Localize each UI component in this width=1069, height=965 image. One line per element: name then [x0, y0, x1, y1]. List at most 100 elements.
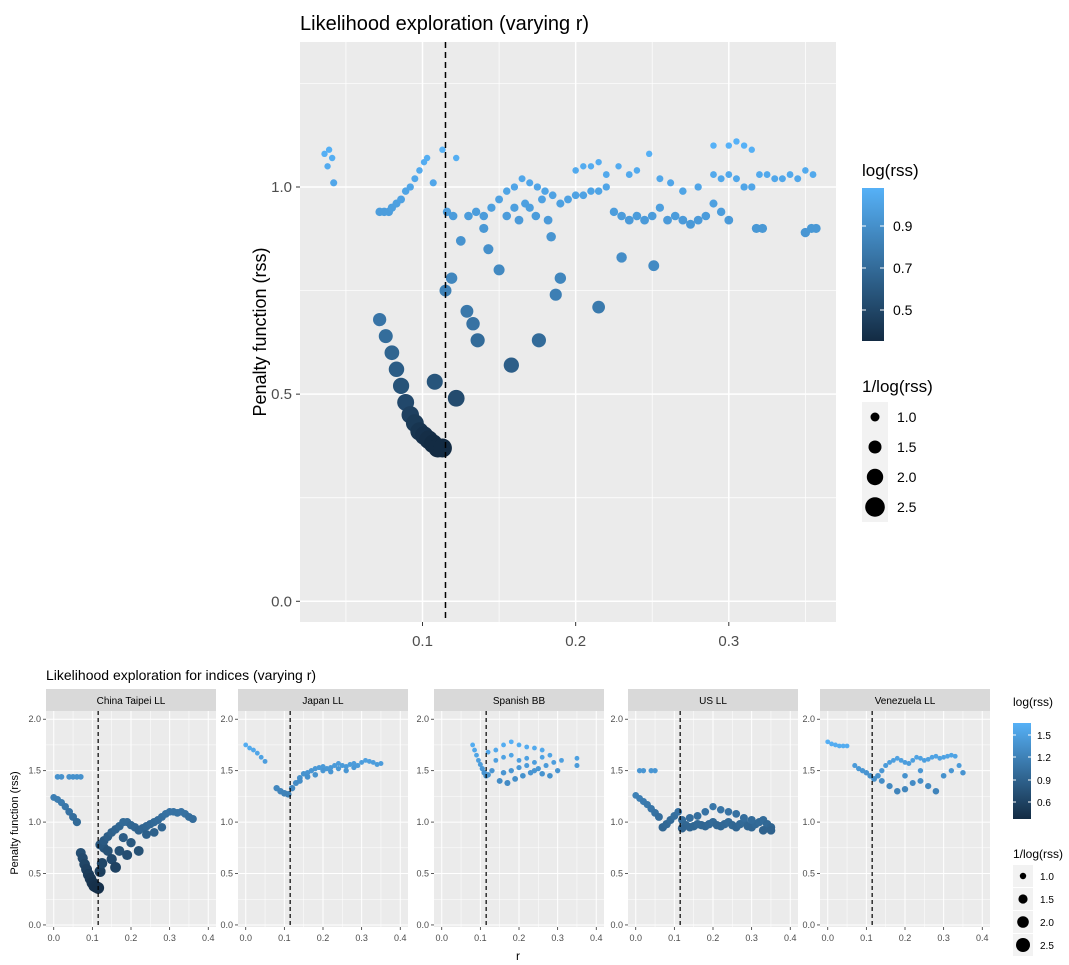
main-data-point [602, 171, 610, 178]
facet-x-tick-label: 0.4 [976, 933, 989, 943]
facet-x-tick-label: 0.4 [590, 933, 603, 943]
facet-y-tick-label: 2.0 [416, 714, 429, 724]
facet-data-point [883, 762, 889, 769]
facet-data-point [296, 777, 303, 784]
facet-y-tick-label: 1.0 [416, 817, 429, 827]
facet-data-point [320, 767, 326, 774]
facet-data-point [933, 753, 939, 759]
facet-data-point [724, 807, 733, 816]
facet-data-point [516, 757, 522, 763]
facet-y-tick-label: 2.0 [610, 714, 623, 724]
main-data-point [710, 142, 717, 149]
facet-panels: China Taipei LL 0.0 0.1 0.2 0.3 0.4 0.0 0.5 1.0 1… [28, 689, 990, 943]
facet-x-tick-label: 0.0 [435, 933, 448, 943]
facet-data-point [328, 764, 334, 771]
facet-data-point [732, 809, 741, 818]
facet-data-point [887, 759, 893, 765]
main-data-point [693, 215, 703, 225]
facet-x-tick-label: 0.2 [513, 933, 526, 943]
facet-data-point [952, 753, 958, 759]
facet-strip-label: Venezuela LL [875, 696, 936, 707]
main-data-point [460, 304, 474, 318]
facet-size-key-dot [1019, 872, 1027, 880]
facet-data-point [531, 759, 537, 765]
main-data-point [455, 235, 466, 246]
facet-data-point [512, 775, 519, 782]
main-data-point [526, 179, 534, 187]
facet-y-tick-label: 0.5 [610, 869, 623, 879]
facet-legend-colorbar-ticks: 1.5 1.2 0.9 0.6 [1013, 731, 1051, 809]
main-data-point [740, 183, 748, 191]
main-x-tick-label: 0.3 [718, 633, 739, 650]
facet-data-point [945, 753, 950, 759]
main-x-ticks: 0.1 0.2 0.3 [412, 622, 739, 650]
facet-x-tick-label: 0.3 [551, 933, 564, 943]
main-data-point [592, 300, 605, 314]
facet-data-point [640, 767, 647, 774]
facet-x-tick-label: 0.1 [474, 933, 487, 943]
facet-y-tick-label: 1.5 [610, 766, 623, 776]
main-data-point [694, 183, 702, 191]
facet-x-tick-label: 0.1 [86, 933, 99, 943]
facet-data-point [110, 861, 121, 873]
main-data-point [678, 215, 688, 225]
main-data-point [811, 223, 821, 234]
facet-data-point [921, 757, 927, 763]
facet-size-key-dot [1017, 916, 1029, 928]
facet-data-point [106, 853, 117, 865]
facet-data-point [258, 754, 264, 760]
facet-data-point [902, 772, 908, 779]
facet-data-point [72, 817, 82, 827]
main-y-tick-label: 0.0 [271, 593, 292, 610]
main-data-point [615, 163, 622, 170]
facet-data-point [316, 764, 322, 771]
facet-data-point [898, 757, 904, 763]
facet-data-point [133, 845, 144, 856]
facet-size-key-label: 2.0 [1040, 918, 1054, 929]
facet-data-point [262, 758, 268, 764]
facet-data-point [891, 757, 896, 763]
main-data-point [549, 288, 562, 301]
facet-data-point [58, 773, 65, 780]
main-data-point [663, 215, 672, 225]
facet-data-point [709, 802, 717, 811]
main-data-point [587, 187, 595, 195]
facet-data-point [551, 759, 557, 765]
main-data-point [756, 171, 763, 178]
main-data-point [763, 171, 771, 178]
facet-y-tick-label: 1.5 [28, 766, 41, 776]
main-data-point [502, 211, 512, 221]
main-data-point [453, 154, 460, 162]
facet-data-point [320, 763, 326, 770]
main-data-point [406, 183, 414, 191]
facet-data-point [901, 785, 909, 793]
facet-title: Likelihood exploration for indices (vary… [46, 667, 316, 683]
facet-strip [46, 689, 216, 711]
facet-data-point [863, 769, 870, 776]
facet-x-tick-label: 0.1 [668, 933, 681, 943]
main-data-point [543, 215, 553, 225]
main-data-point [609, 207, 619, 217]
facet-data-point [508, 739, 514, 745]
facet-data-point [941, 754, 947, 760]
main-data-point [495, 195, 504, 204]
facet-size-key-label: 2.5 [1040, 941, 1054, 952]
main-data-point [724, 215, 734, 225]
main-data-point [325, 146, 333, 153]
facet-data-point [925, 782, 932, 790]
main-data-point [716, 207, 726, 217]
main-legend-size-title: 1/log(rss) [862, 377, 933, 396]
main-data-point [373, 312, 387, 327]
facet-strip-label: China Taipei LL [97, 696, 166, 707]
facet-data-point [894, 787, 901, 795]
facet-data-point [351, 764, 357, 771]
main-size-key-dot [868, 440, 882, 454]
facet-x-tick-label: 0.3 [937, 933, 950, 943]
main-data-point [470, 333, 485, 348]
facet-size-key-dot [1018, 894, 1028, 904]
main-data-point [809, 171, 817, 178]
facet-y-tick-label: 1.5 [220, 766, 233, 776]
main-size-key-dot [865, 497, 885, 517]
facet-data-point [524, 744, 530, 750]
facet-data-point [477, 761, 483, 768]
